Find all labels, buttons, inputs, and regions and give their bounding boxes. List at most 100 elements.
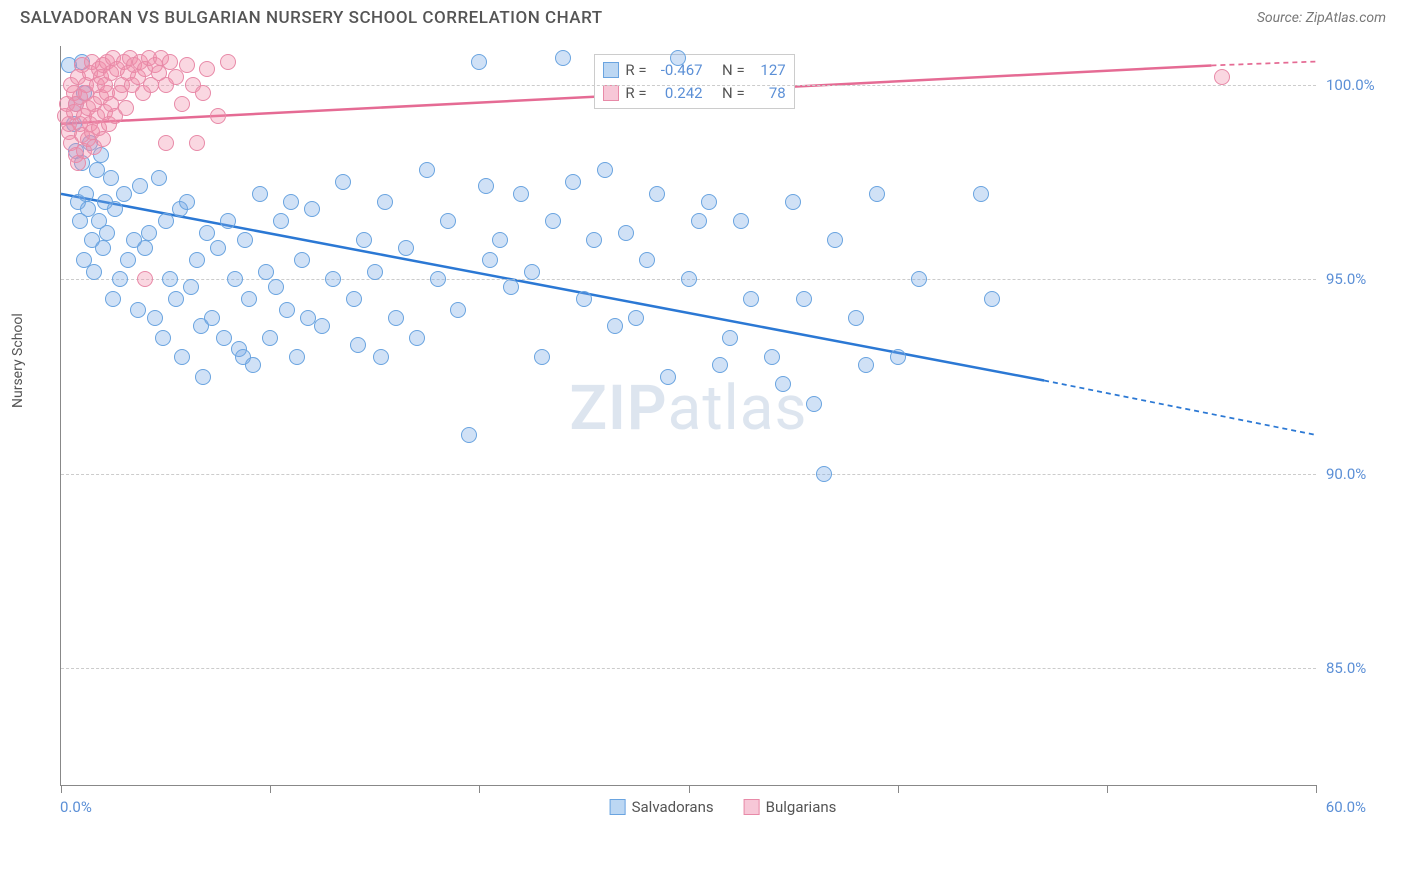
data-point [262, 330, 278, 346]
data-point [116, 186, 132, 202]
data-point [639, 252, 655, 268]
data-point [471, 54, 487, 70]
data-point [869, 186, 885, 202]
data-point [112, 271, 128, 287]
data-point [419, 162, 435, 178]
data-point [628, 310, 644, 326]
data-point [158, 213, 174, 229]
data-point [86, 264, 102, 280]
data-point [712, 357, 728, 373]
chart-title: SALVADORAN VS BULGARIAN NURSERY SCHOOL C… [20, 8, 603, 28]
data-point [461, 427, 477, 443]
data-point [373, 349, 389, 365]
data-point [210, 240, 226, 256]
data-point [670, 50, 686, 66]
legend-swatch [744, 799, 760, 815]
data-point [174, 349, 190, 365]
x-tick [1316, 785, 1317, 793]
data-point [151, 170, 167, 186]
data-point [482, 252, 498, 268]
data-point [649, 186, 665, 202]
data-point [279, 302, 295, 318]
data-point [195, 369, 211, 385]
data-point [237, 232, 253, 248]
data-point [179, 57, 195, 73]
data-point [130, 302, 146, 318]
data-point [796, 291, 812, 307]
x-tick [270, 785, 271, 793]
data-point [325, 271, 341, 287]
y-tick-label: 85.0% [1326, 659, 1381, 677]
x-tick [1107, 785, 1108, 793]
data-point [141, 225, 157, 241]
data-point [660, 369, 676, 385]
data-point [586, 232, 602, 248]
data-point [764, 349, 780, 365]
data-point [743, 291, 759, 307]
data-point [118, 100, 134, 116]
x-tick [898, 785, 899, 793]
data-point [252, 186, 268, 202]
stat-r-label: R = [625, 59, 646, 82]
data-point [409, 330, 425, 346]
gridline [61, 85, 1316, 86]
x-tick [479, 785, 480, 793]
data-point [294, 252, 310, 268]
data-point [377, 194, 393, 210]
data-point [155, 330, 171, 346]
data-point [162, 271, 178, 287]
data-point [607, 318, 623, 334]
data-point [398, 240, 414, 256]
series-swatch [603, 85, 619, 101]
data-point [174, 96, 190, 112]
data-point [227, 271, 243, 287]
plot-area: ZIPatlas R =-0.467 N =127R =0.242 N =78 … [60, 46, 1316, 786]
legend-item: Salvadorans [610, 798, 714, 816]
data-point [241, 291, 257, 307]
data-point [984, 291, 1000, 307]
data-point [534, 349, 550, 365]
data-point [210, 108, 226, 124]
x-tick [689, 785, 690, 793]
data-point [478, 178, 494, 194]
data-point [555, 50, 571, 66]
data-point [513, 186, 529, 202]
data-point [132, 178, 148, 194]
data-point [168, 291, 184, 307]
data-point [848, 310, 864, 326]
data-point [199, 225, 215, 241]
data-point [911, 271, 927, 287]
series-swatch [603, 62, 619, 78]
gridline [61, 668, 1316, 669]
data-point [314, 318, 330, 334]
data-point [283, 194, 299, 210]
data-point [120, 252, 136, 268]
data-point [440, 213, 456, 229]
stat-n-label: N = [722, 59, 745, 82]
data-point [89, 162, 105, 178]
legend-label: Salvadorans [632, 798, 714, 816]
data-point [216, 330, 232, 346]
data-point [107, 201, 123, 217]
data-point [681, 271, 697, 287]
data-point [858, 357, 874, 373]
data-point [733, 213, 749, 229]
data-point [430, 271, 446, 287]
data-point [137, 271, 153, 287]
data-point [785, 194, 801, 210]
data-point [701, 194, 717, 210]
data-point [775, 376, 791, 392]
legend-swatch [610, 799, 626, 815]
data-point [816, 466, 832, 482]
data-point [597, 162, 613, 178]
data-point [492, 232, 508, 248]
chart-source: Source: ZipAtlas.com [1257, 10, 1386, 26]
data-point [220, 54, 236, 70]
y-tick-label: 90.0% [1326, 465, 1381, 483]
data-point [367, 264, 383, 280]
data-point [78, 186, 94, 202]
data-point [806, 396, 822, 412]
data-point [827, 232, 843, 248]
data-point [179, 194, 195, 210]
gridline [61, 474, 1316, 475]
